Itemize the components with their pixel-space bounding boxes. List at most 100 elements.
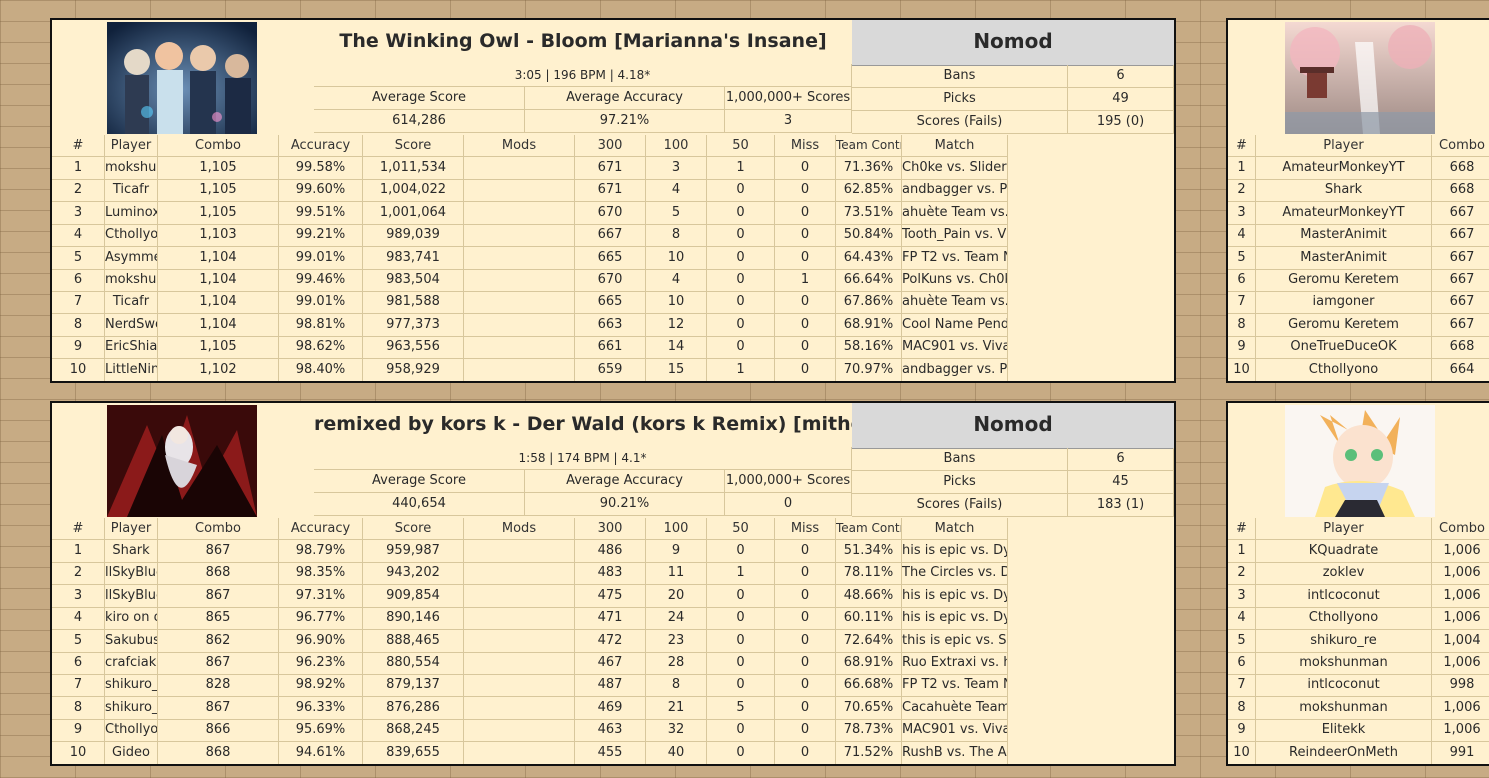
rank-cell[interactable]: 4: [52, 607, 105, 631]
avg-acc-label[interactable]: Average Accuracy: [525, 87, 725, 110]
table-cell[interactable]: 977,373: [363, 313, 464, 337]
side-stat-label[interactable]: Picks: [852, 88, 1068, 111]
column-header[interactable]: 300: [575, 518, 646, 540]
table-cell[interactable]: 99.01%: [279, 246, 363, 270]
column-header[interactable]: Team Contrib%: [836, 135, 902, 157]
table-cell[interactable]: 1: [707, 562, 775, 586]
rank-cell[interactable]: 5: [1228, 246, 1256, 270]
side-stat-value[interactable]: 6: [1068, 65, 1174, 88]
table-cell[interactable]: [464, 336, 575, 360]
rank-cell[interactable]: 10: [52, 358, 105, 381]
table-cell[interactable]: 1,006: [1432, 562, 1489, 586]
table-cell[interactable]: 668: [1432, 336, 1489, 360]
table-cell[interactable]: 880,554: [363, 652, 464, 675]
rank-cell[interactable]: 9: [52, 719, 105, 743]
column-header[interactable]: #: [52, 518, 105, 540]
table-cell[interactable]: 96.90%: [279, 629, 363, 653]
table-cell[interactable]: 0: [707, 741, 775, 764]
rank-cell[interactable]: 7: [52, 291, 105, 315]
table-cell[interactable]: 0: [775, 313, 836, 337]
rank-cell[interactable]: 9: [52, 336, 105, 360]
rank-cell[interactable]: 5: [1228, 629, 1256, 653]
table-cell[interactable]: 0: [707, 629, 775, 653]
table-cell[interactable]: 72.64%: [836, 629, 902, 653]
column-header[interactable]: Combo: [1432, 518, 1489, 540]
table-cell[interactable]: 98.79%: [279, 540, 363, 563]
rank-cell[interactable]: 6: [1228, 652, 1256, 675]
table-cell[interactable]: 1,103: [158, 224, 279, 248]
table-cell[interactable]: 99.21%: [279, 224, 363, 248]
rank-cell[interactable]: 4: [1228, 224, 1256, 248]
avg-acc-value[interactable]: 97.21%: [525, 110, 725, 133]
table-cell[interactable]: this is epic vs. SaunaMill: [902, 629, 1008, 653]
table-cell[interactable]: [464, 741, 575, 764]
table-cell[interactable]: LittleNinja: [105, 358, 158, 381]
table-cell[interactable]: 60.11%: [836, 607, 902, 631]
table-cell[interactable]: 1,006: [1432, 585, 1489, 608]
table-cell[interactable]: 0: [707, 291, 775, 315]
column-header[interactable]: 50: [707, 518, 775, 540]
table-cell[interactable]: 667: [1432, 202, 1489, 225]
table-cell[interactable]: [464, 562, 575, 586]
table-cell[interactable]: mokshunman: [105, 269, 158, 292]
table-cell[interactable]: 20: [646, 584, 707, 608]
rank-cell[interactable]: 8: [1228, 313, 1256, 337]
column-header[interactable]: Miss: [775, 518, 836, 540]
table-cell[interactable]: 64.43%: [836, 246, 902, 270]
rank-cell[interactable]: 2: [52, 179, 105, 203]
table-cell[interactable]: 667: [1432, 224, 1489, 248]
table-cell[interactable]: 1,006: [1432, 540, 1489, 563]
table-cell[interactable]: 665: [575, 246, 646, 270]
column-header[interactable]: Team Contrib%: [836, 518, 902, 540]
table-cell[interactable]: 1,105: [158, 201, 279, 225]
table-cell[interactable]: 659: [575, 358, 646, 381]
table-cell[interactable]: 1: [707, 157, 775, 180]
table-cell[interactable]: Ruo Extraxi vs. h: [902, 652, 1008, 675]
table-cell[interactable]: 0: [707, 201, 775, 225]
table-cell[interactable]: 99.01%: [279, 291, 363, 315]
column-header[interactable]: Combo: [158, 518, 279, 540]
table-cell[interactable]: [464, 179, 575, 203]
table-cell[interactable]: 1,006: [1432, 719, 1489, 743]
table-cell[interactable]: 40: [646, 741, 707, 764]
table-cell[interactable]: [464, 584, 575, 608]
rank-cell[interactable]: 4: [1228, 607, 1256, 631]
table-cell[interactable]: 989,039: [363, 224, 464, 248]
table-cell[interactable]: 483: [575, 562, 646, 586]
rank-cell[interactable]: 3: [52, 201, 105, 225]
table-cell[interactable]: llSkyBluell: [105, 584, 158, 608]
rank-cell[interactable]: 8: [52, 696, 105, 720]
table-cell[interactable]: [464, 224, 575, 248]
side-stat-label[interactable]: Bans: [852, 65, 1068, 88]
table-cell[interactable]: ahuète Team vs. Plastic Assimila: [902, 201, 1008, 225]
table-cell[interactable]: MasterAnimit: [1256, 224, 1432, 248]
side-stat-value[interactable]: 49: [1068, 88, 1174, 111]
table-cell[interactable]: 0: [775, 562, 836, 586]
table-cell[interactable]: Ch0ke vs. SliderBreak Lords: [902, 157, 1008, 180]
table-cell[interactable]: 0: [707, 224, 775, 248]
table-cell[interactable]: 12: [646, 313, 707, 337]
table-cell[interactable]: 67.86%: [836, 291, 902, 315]
table-cell[interactable]: 868: [158, 562, 279, 586]
table-cell[interactable]: 463: [575, 719, 646, 743]
table-cell[interactable]: intlcoconut: [1256, 584, 1432, 608]
map-meta[interactable]: 3:05 | 196 BPM | 4.18*: [314, 64, 852, 87]
table-cell[interactable]: Cthollyono: [105, 224, 158, 248]
table-cell[interactable]: [464, 652, 575, 675]
table-cell[interactable]: 1,006: [1432, 697, 1489, 720]
table-cell[interactable]: 98.35%: [279, 562, 363, 586]
table-cell[interactable]: [464, 696, 575, 720]
table-cell[interactable]: 469: [575, 696, 646, 720]
table-cell[interactable]: 0: [707, 652, 775, 675]
table-cell[interactable]: 665: [575, 291, 646, 315]
table-cell[interactable]: 0: [707, 313, 775, 337]
table-cell[interactable]: 467: [575, 652, 646, 675]
table-cell[interactable]: 455: [575, 741, 646, 764]
table-cell[interactable]: 8: [646, 674, 707, 698]
table-cell[interactable]: 0: [707, 540, 775, 563]
table-cell[interactable]: andbagger vs. Plastic Assimilatio: [902, 179, 1008, 203]
table-cell[interactable]: 94.61%: [279, 741, 363, 764]
table-cell[interactable]: 96.23%: [279, 652, 363, 675]
table-cell[interactable]: crafciak31: [105, 652, 158, 675]
table-cell[interactable]: 983,504: [363, 269, 464, 292]
